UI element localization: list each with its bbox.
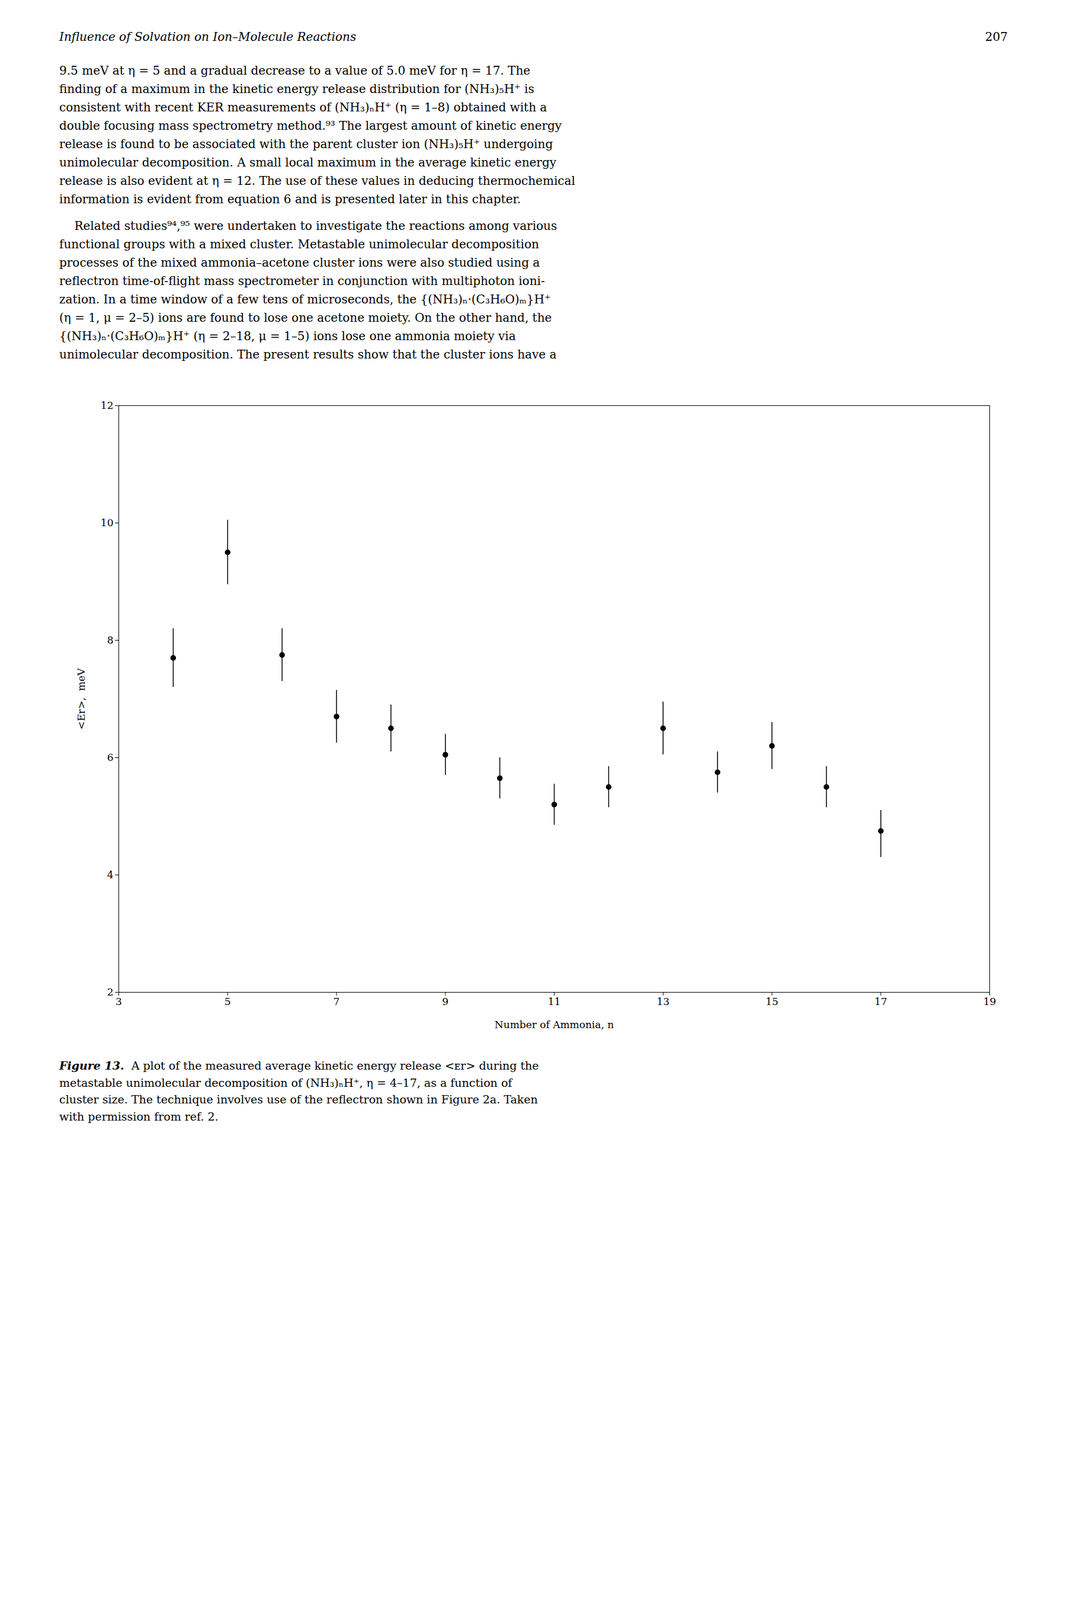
svg-text:19: 19 xyxy=(983,995,997,1008)
svg-text:15: 15 xyxy=(765,995,779,1008)
svg-text:9: 9 xyxy=(441,995,449,1008)
svg-text:10: 10 xyxy=(100,516,114,529)
svg-text:3: 3 xyxy=(115,995,123,1008)
svg-text:6: 6 xyxy=(107,751,114,764)
svg-text:4: 4 xyxy=(107,868,114,881)
svg-text:<Er>, meV: <Er>, meV xyxy=(75,667,88,730)
svg-text:17: 17 xyxy=(874,995,888,1008)
svg-text:8: 8 xyxy=(107,633,114,646)
html-text:207: 207 xyxy=(985,29,1008,44)
svg-text:7: 7 xyxy=(333,995,341,1008)
svg-text:5: 5 xyxy=(224,995,232,1008)
svg-text:11: 11 xyxy=(548,995,562,1008)
html-text:Figure 13. A plot of the measu: Figure 13. A plot of the measured averag… xyxy=(59,1058,539,1123)
svg-text:Number of Ammonia, n: Number of Ammonia, n xyxy=(494,1018,614,1031)
svg-text:2: 2 xyxy=(107,985,114,998)
svg-text:13: 13 xyxy=(656,995,670,1008)
html-text:Influence of Solvation on Ion–: Influence of Solvation on Ion–Molecule R… xyxy=(59,29,357,44)
html-text:Related studies⁹⁴,⁹⁵ were unde: Related studies⁹⁴,⁹⁵ were undertaken to … xyxy=(59,218,558,362)
svg-text:12: 12 xyxy=(100,399,114,412)
html-text:9.5 meV at η = 5 and a gradual: 9.5 meV at η = 5 and a gradual decrease … xyxy=(59,63,576,207)
